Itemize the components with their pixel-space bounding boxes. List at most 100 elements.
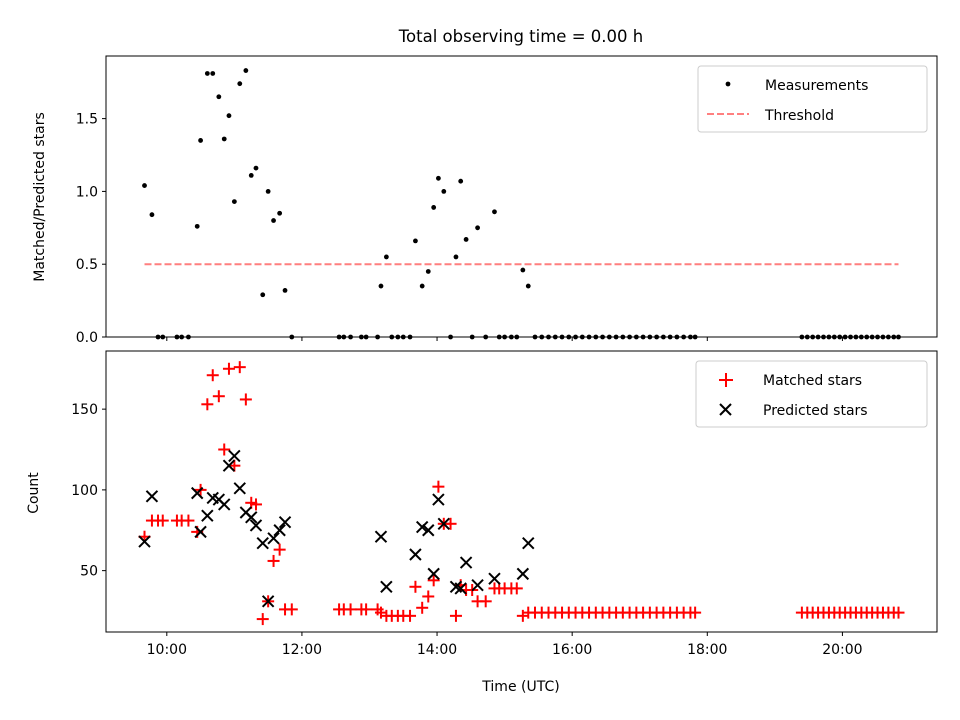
top-axes-frame [105, 55, 938, 338]
matched-star-point [427, 574, 440, 587]
matched-star-point [416, 601, 429, 614]
measurement-point [463, 237, 469, 242]
measurement-point [282, 288, 288, 293]
measurement-point [425, 269, 431, 274]
measurement-point [226, 113, 232, 119]
predicted-star-point [138, 535, 151, 548]
predicted-star-point [278, 515, 292, 529]
predicted-star-point [471, 578, 484, 592]
y-tick-label: 0.0 [76, 330, 98, 346]
predicted-star-point [201, 509, 214, 522]
matched-star-point [249, 498, 262, 511]
measurement-point [216, 94, 222, 100]
matched-star-point [206, 369, 219, 382]
measurement-point [149, 212, 155, 218]
bottom-legend-box [695, 360, 928, 428]
measurement-point [413, 238, 418, 244]
matched-star-point [432, 480, 445, 493]
x-tick-label: 12:00 [282, 642, 322, 658]
measurement-point [198, 138, 203, 143]
predicted-star-point [249, 519, 263, 532]
measurement-point [520, 267, 526, 273]
x-tick-label: 18:00 [687, 642, 727, 658]
measurement-point [260, 292, 266, 298]
bottom-axes-ticks: 10:00 12:00 14:00 16:00 18:00 20:00 50 100 150 [71, 402, 862, 658]
x-tick-label: 16:00 [552, 642, 592, 658]
matched-star-point [222, 362, 235, 375]
measurement-point [231, 199, 237, 204]
matched-star-point [892, 606, 905, 619]
predicted-star-point [374, 530, 388, 543]
matched-star-point [689, 606, 702, 619]
matched-star-point [422, 590, 435, 603]
top-axes-ticks: 0.0 0.5 1.0 1.5 [76, 112, 843, 346]
predicted-star-point [415, 520, 429, 534]
measurement-point [265, 189, 271, 194]
bottom-axes-frame [105, 350, 938, 633]
bottom-y-axis-label: Count [26, 472, 42, 514]
matched-star-point [239, 393, 252, 406]
predicted-star-point [522, 536, 535, 550]
measurement-point [271, 218, 276, 223]
matched-star-point [267, 554, 280, 567]
predicted-star-point [228, 449, 241, 463]
predicted-star-point [488, 572, 501, 585]
measurement-point [210, 71, 216, 76]
measurement-point [248, 172, 254, 178]
legend-measurements-label: Measurements [765, 78, 868, 94]
predicted-star-point [273, 524, 286, 537]
legend-matched-marker [719, 373, 733, 387]
measurement-point [142, 183, 147, 188]
y-tick-label: 1.0 [76, 184, 98, 200]
measurement-point [492, 209, 497, 215]
matched-star-point [344, 603, 357, 616]
predicted-star-point [145, 490, 159, 503]
measurement-point [383, 254, 389, 260]
predicted-star-point [380, 580, 393, 593]
predicted-star-point [222, 459, 236, 472]
legend-measurements-marker [725, 81, 731, 87]
measurement-point [453, 254, 459, 260]
x-tick-label: 10:00 [147, 642, 187, 658]
top-legend-box [697, 65, 928, 133]
x-axis-label: Time (UTC) [481, 679, 559, 695]
top-y-axis-label: Matched/Predicted stars [32, 112, 48, 282]
matched-star-point [212, 390, 225, 403]
predicted-star-point [422, 524, 435, 537]
y-tick-label: 150 [71, 402, 98, 418]
measurement-point [431, 205, 437, 210]
measurement-point [436, 175, 441, 181]
matched-star-point [404, 609, 417, 622]
measurement-point [204, 71, 210, 76]
predicted-star-point [233, 482, 246, 495]
matched-star-point [201, 398, 214, 411]
y-tick-label: 1.5 [76, 112, 98, 128]
predicted-star-point [459, 556, 473, 569]
predicted-star-point [516, 567, 530, 581]
predicted-star-point [245, 511, 258, 524]
matched-star-point [285, 603, 298, 616]
legend-predicted-label: Predicted stars [763, 403, 868, 419]
measurement-point [525, 283, 531, 289]
measurement-point [441, 189, 447, 194]
measurement-point [378, 283, 384, 289]
matched-star-point [409, 580, 422, 593]
measurement-point [458, 178, 464, 184]
chart-title: Total observing time = 0.00 h [398, 27, 643, 46]
predicted-star-point [437, 517, 451, 531]
measurement-point [475, 225, 480, 231]
predicted-star-point [454, 582, 467, 595]
matched-star-point [510, 582, 523, 595]
measurement-point [243, 68, 249, 73]
top-plot-area [142, 68, 901, 340]
predicted-star-point [218, 498, 231, 511]
legend-threshold-label: Threshold [764, 108, 834, 124]
top-legend: Measurements Threshold [697, 65, 928, 133]
bottom-plot-area [138, 361, 905, 626]
bottom-legend: Matched stars Predicted stars [695, 360, 928, 428]
matched-star-point [218, 443, 231, 456]
predicted-star-point [256, 536, 269, 550]
matched-star-point [182, 514, 195, 527]
predicted-star-point [191, 486, 204, 500]
measurement-point [194, 223, 200, 229]
